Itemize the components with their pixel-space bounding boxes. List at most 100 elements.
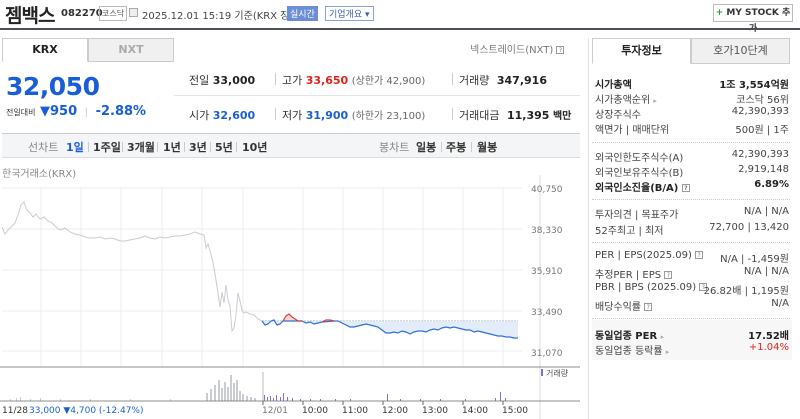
help-icon[interactable]: ? xyxy=(556,46,565,54)
low-price: 저가 31,900 (하한가 23,100) xyxy=(282,107,425,123)
info-value: +1.04% xyxy=(748,342,789,353)
per-eps-row: PER | EPS(2025.09) ? N/A | -1,459원 xyxy=(595,250,789,265)
candle-daily[interactable]: 일봉 xyxy=(416,141,437,154)
chart-toolbar: 선차트 1일 1주일 3개월 1년 3년 5년 10년 봉차트 일봉 주봉 월봉 xyxy=(2,133,580,158)
change-amount: 950 xyxy=(49,104,78,119)
amount-unit: 백만 xyxy=(552,111,572,122)
exchange-label: 한국거래소(KRX) xyxy=(2,169,77,180)
help-icon[interactable]: ? xyxy=(695,251,704,259)
foreign-ratio-row: 외국인소진율(B/A) ? 6.89% xyxy=(595,179,789,194)
add-my-stock-button[interactable]: + MY STOCK 추가 xyxy=(713,4,793,34)
52week-row: 52주최고 | 최저 72,700 | 13,420 xyxy=(595,222,789,237)
candle-chart-label[interactable]: 봉차트 xyxy=(379,141,410,154)
divider xyxy=(592,318,790,319)
info-key: PER | EPS(2025.09) ? xyxy=(595,250,704,261)
prev-close-value: 33,000 xyxy=(212,74,256,87)
info-key: 외국인소진율(B/A) ? xyxy=(595,179,690,194)
below-baseline-fill xyxy=(262,314,518,338)
x-tick: 12:00 xyxy=(382,406,408,416)
info-value: 72,700 | 13,420 xyxy=(709,222,789,233)
realtime-badge[interactable]: 실시간 xyxy=(287,6,318,21)
info-key: 액면가 | 매매단위 xyxy=(595,125,670,136)
change-label: 전일대비 xyxy=(6,108,36,117)
y-tick: 31,070 xyxy=(531,349,563,359)
info-key: 52주최고 | 최저 xyxy=(595,226,664,237)
amount-value: 11,395 xyxy=(506,109,550,122)
company-info-button[interactable]: 기업개요 ▾ xyxy=(325,6,374,21)
info-value: N/A xyxy=(771,298,789,309)
upper-limit: (상한가 42,900) xyxy=(351,76,426,87)
foreign-holdings-row: 외국인보유주식수(B) 2,919,148 xyxy=(595,164,789,179)
price-change: 전일대비 ▼950 | -2.88% xyxy=(6,104,146,119)
y-tick: 33,490 xyxy=(531,308,563,318)
stock-header: 젬백스 082270 코스닥 2025.12.01 15:19 기준(KRX 장… xyxy=(0,0,800,34)
divider xyxy=(236,142,237,152)
info-value: 17.52배 xyxy=(748,331,789,342)
chevron-right-icon: ▸ xyxy=(665,348,670,356)
add-my-stock-label: MY STOCK 추가 xyxy=(726,8,791,34)
amount-label: 거래대금 xyxy=(459,109,500,122)
calendar-icon xyxy=(129,8,138,17)
peer-per-row[interactable]: 동일업종 PER ▸ 17.52배 xyxy=(595,327,789,342)
x-tick: 11:00 xyxy=(342,406,368,416)
period-1y[interactable]: 1년 xyxy=(163,141,181,154)
period-1d[interactable]: 1일 xyxy=(66,141,84,154)
chart-grid xyxy=(2,187,522,367)
divider xyxy=(452,108,453,120)
info-key: 동일업종 등락률 ▸ xyxy=(595,346,670,357)
divider xyxy=(592,142,790,143)
period-10y[interactable]: 10년 xyxy=(242,141,268,154)
divider xyxy=(441,142,442,152)
help-icon[interactable]: ? xyxy=(681,184,690,192)
info-value: 42,390,393 xyxy=(731,106,789,117)
x-axis-ticks xyxy=(262,401,504,405)
y-tick: 35,910 xyxy=(531,267,563,277)
volume-value: 347,916 xyxy=(496,74,547,87)
y-axis-ticks: 40,750 38,330 35,910 33,490 31,070 xyxy=(531,185,563,359)
help-icon[interactable]: ? xyxy=(644,303,653,311)
stock-name: 젬백스 xyxy=(5,5,55,27)
info-key: 시가총액순위 ▸ xyxy=(595,95,657,106)
period-3y[interactable]: 3년 xyxy=(189,141,207,154)
volume: 거래량 347,916 xyxy=(459,72,547,88)
open-label: 시가 xyxy=(189,109,210,122)
divider xyxy=(122,142,123,152)
info-value: 26.82배 | 1,195원 xyxy=(703,286,789,297)
low-label: 저가 xyxy=(282,109,303,122)
volume-bars-prev xyxy=(10,375,256,401)
help-icon[interactable]: ? xyxy=(699,283,708,291)
tab-nxt[interactable]: NXT xyxy=(88,38,174,62)
chevron-right-icon: ▸ xyxy=(660,333,665,341)
candle-monthly[interactable]: 월봉 xyxy=(477,141,498,154)
price-chart[interactable]: 40,750 38,330 35,910 33,490 31,070 거래량 1… xyxy=(0,175,580,419)
info-value: 1조 3,554억원 xyxy=(719,80,789,91)
market-cap-rank-row[interactable]: 시가총액순위 ▸ 코스닥 56위 xyxy=(595,91,789,106)
divider xyxy=(88,142,89,152)
period-1w[interactable]: 1주일 xyxy=(93,141,121,154)
dividend-yield-row: 배당수익률 ? N/A xyxy=(595,298,789,313)
prev-close-label: 전일 xyxy=(189,74,210,87)
divider xyxy=(471,142,472,152)
chevron-right-icon: ▸ xyxy=(653,97,657,105)
tab-krx[interactable]: KRX xyxy=(2,38,88,62)
plus-icon: + xyxy=(715,8,724,18)
y-tick: 40,750 xyxy=(531,185,563,195)
help-icon[interactable]: ? xyxy=(664,271,673,279)
tab-orderbook-10[interactable]: 호가10단계 xyxy=(691,38,790,64)
info-value: 500원 | 1주 xyxy=(735,125,789,136)
info-key: 추정PER | EPS ? xyxy=(595,266,673,281)
tab-investment-info[interactable]: 투자정보 xyxy=(592,38,691,64)
nxt-label: 넥스트레이드(NXT) ? xyxy=(470,41,565,56)
divider: | xyxy=(84,107,89,118)
peer-change-row[interactable]: 동일업종 등락률 ▸ +1.04% xyxy=(595,342,789,357)
quote-datetime: 2025.12.01 15:19 기준(KRX 장중) xyxy=(142,11,303,22)
exchange-tabs: KRX NXT xyxy=(2,38,174,62)
period-5y[interactable]: 5년 xyxy=(215,141,233,154)
line-chart-label[interactable]: 선차트 xyxy=(28,141,59,154)
info-key: 동일업종 PER ▸ xyxy=(595,331,665,342)
stock-code: 082270 xyxy=(61,8,103,19)
candle-weekly[interactable]: 주봉 xyxy=(446,141,467,154)
period-3m[interactable]: 3개월 xyxy=(127,141,155,154)
volume-legend: 거래량 xyxy=(546,368,569,378)
prev-day-label: 11/28 xyxy=(2,406,28,416)
